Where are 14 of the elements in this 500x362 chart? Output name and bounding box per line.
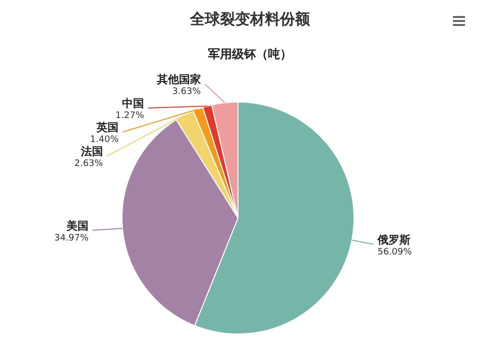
data-label: 1.27% (115, 111, 144, 121)
slice-label: 英国 (96, 121, 119, 134)
slice-label: 俄罗斯 (376, 233, 410, 246)
data-label: 2.63% (74, 159, 104, 169)
data-label: 3.63% (172, 87, 202, 97)
slice-label: 美国 (66, 219, 89, 232)
data-label: 1.40% (90, 135, 120, 145)
slice-label: 法国 (80, 145, 103, 158)
chart-title: 全球裂变材料份额 (189, 10, 311, 28)
slice-label: 中国 (122, 97, 144, 110)
data-label: 56.09% (377, 247, 412, 258)
chart-subtitle: 军用级钚（吨） (208, 47, 292, 61)
data-label: 34.97% (54, 233, 89, 244)
slice-label: 其他国家 (156, 73, 201, 86)
